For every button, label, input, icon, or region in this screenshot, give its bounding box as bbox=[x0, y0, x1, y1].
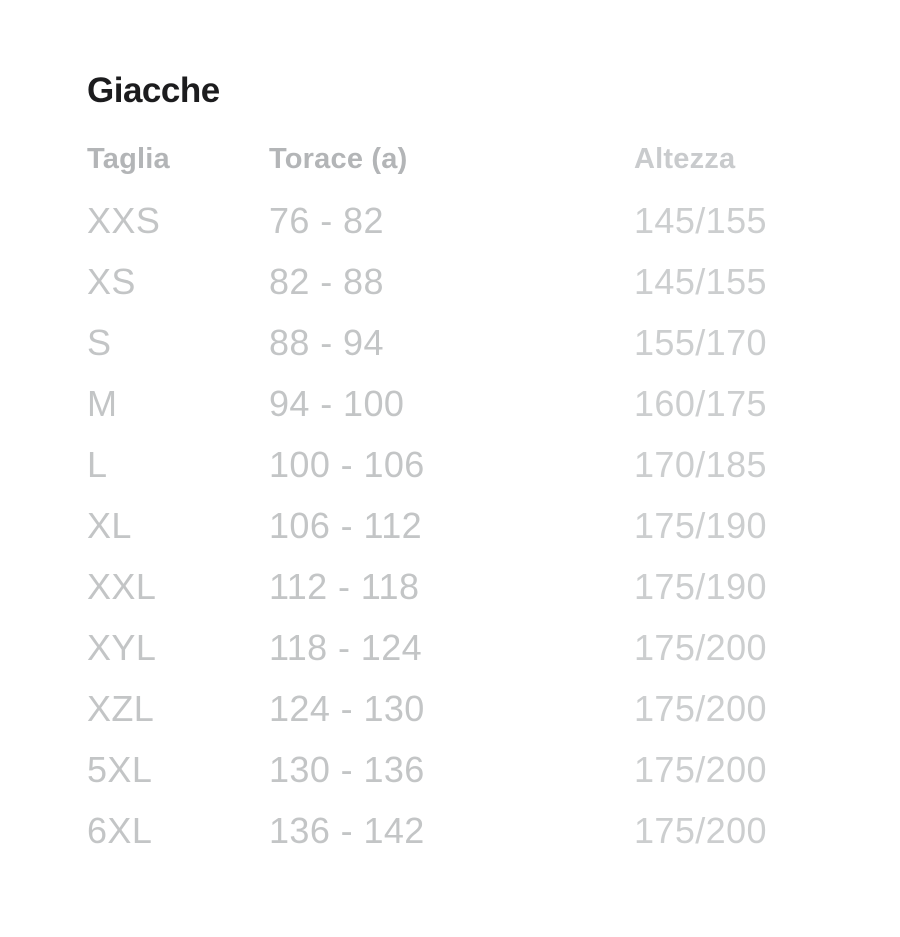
cell-size: XXL bbox=[87, 566, 157, 607]
column-header-height: Altezza bbox=[634, 143, 736, 175]
column-header-size: Taglia bbox=[87, 143, 170, 175]
cell-height: 155/170 bbox=[634, 322, 767, 363]
table-row: M 94 - 100 160/175 bbox=[0, 383, 900, 444]
cell-size: XS bbox=[87, 261, 136, 302]
size-table: Taglia Torace (a) Altezza XXS 76 - 82 14… bbox=[0, 138, 900, 871]
table-row: XYL 118 - 124 175/200 bbox=[0, 627, 900, 688]
table-row: L 100 - 106 170/185 bbox=[0, 444, 900, 505]
column-header-chest: Torace (a) bbox=[269, 143, 408, 175]
table-row: 6XL 136 - 142 175/200 bbox=[0, 810, 900, 871]
cell-size: XZL bbox=[87, 688, 155, 729]
cell-size: XXS bbox=[87, 200, 161, 241]
cell-size: 5XL bbox=[87, 749, 153, 790]
cell-size: XL bbox=[87, 505, 132, 546]
cell-height: 175/190 bbox=[634, 505, 767, 546]
cell-height: 160/175 bbox=[634, 383, 767, 424]
cell-chest: 82 - 88 bbox=[269, 261, 384, 302]
cell-chest: 130 - 136 bbox=[269, 749, 425, 790]
table-row: XXS 76 - 82 145/155 bbox=[0, 200, 900, 261]
cell-chest: 76 - 82 bbox=[269, 200, 384, 241]
cell-size: S bbox=[87, 322, 112, 363]
cell-height: 145/155 bbox=[634, 200, 767, 241]
cell-chest: 124 - 130 bbox=[269, 688, 425, 729]
cell-chest: 88 - 94 bbox=[269, 322, 384, 363]
cell-size: 6XL bbox=[87, 810, 153, 851]
table-row: S 88 - 94 155/170 bbox=[0, 322, 900, 383]
table-row: XL 106 - 112 175/190 bbox=[0, 505, 900, 566]
cell-chest: 106 - 112 bbox=[269, 505, 423, 546]
cell-chest: 118 - 124 bbox=[269, 627, 423, 668]
cell-height: 175/200 bbox=[634, 749, 767, 790]
cell-chest: 94 - 100 bbox=[269, 383, 405, 424]
cell-chest: 136 - 142 bbox=[269, 810, 425, 851]
cell-height: 170/185 bbox=[634, 444, 767, 485]
cell-chest: 112 - 118 bbox=[269, 566, 420, 607]
cell-chest: 100 - 106 bbox=[269, 444, 425, 485]
cell-height: 145/155 bbox=[634, 261, 767, 302]
page-title: Giacche bbox=[87, 71, 220, 110]
cell-size: M bbox=[87, 383, 118, 424]
cell-height: 175/200 bbox=[634, 627, 767, 668]
cell-size: L bbox=[87, 444, 108, 485]
table-row: XXL 112 - 118 175/190 bbox=[0, 566, 900, 627]
cell-height: 175/200 bbox=[634, 810, 767, 851]
cell-height: 175/190 bbox=[634, 566, 767, 607]
cell-size: XYL bbox=[87, 627, 157, 668]
table-row: XZL 124 - 130 175/200 bbox=[0, 688, 900, 749]
cell-height: 175/200 bbox=[634, 688, 767, 729]
table-row: 5XL 130 - 136 175/200 bbox=[0, 749, 900, 810]
table-header-row: Taglia Torace (a) Altezza bbox=[0, 138, 900, 200]
table-row: XS 82 - 88 145/155 bbox=[0, 261, 900, 322]
